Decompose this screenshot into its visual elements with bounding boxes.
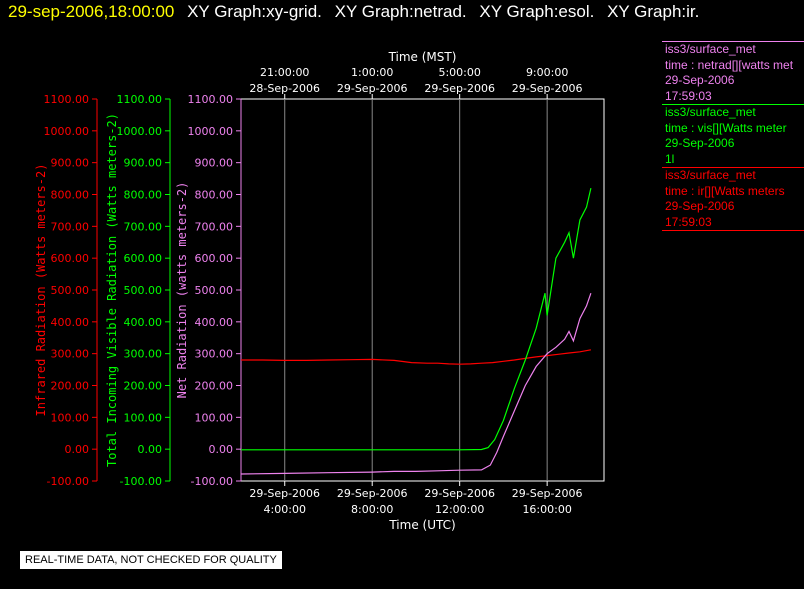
legend-entry-netrad[interactable]: iss3/surface_met time : netrad[][watts m… — [662, 41, 804, 104]
legend-time: 17:59:03 — [665, 214, 712, 229]
y-tick-label: 100.00 — [124, 411, 163, 424]
y-tick-label: 0.00 — [65, 443, 90, 456]
x-tick-label-date: 29-Sep-2006 — [337, 487, 408, 500]
graph-name-esol[interactable]: XY Graph:esol. — [479, 2, 595, 21]
graph-name-ir[interactable]: XY Graph:ir. — [607, 2, 700, 21]
y-tick-label: 200.00 — [51, 380, 90, 393]
y-tick-label: -100.00 — [47, 475, 89, 488]
y-tick-label: 500.00 — [51, 284, 90, 297]
y-axis-label: Net Radiation (watts meters-2) — [175, 182, 189, 399]
y-tick-label: 900.00 — [124, 157, 163, 170]
y-tick-label: -100.00 — [120, 475, 162, 488]
timestamp: 29-sep-2006,18:00:00 — [8, 2, 175, 21]
y-tick-label: 400.00 — [124, 316, 163, 329]
top-tick-label-date: 29-Sep-2006 — [424, 82, 495, 95]
y-tick-label: 700.00 — [51, 220, 90, 233]
y-tick-label: 1100.00 — [117, 93, 163, 106]
top-tick-label-date: 29-Sep-2006 — [337, 82, 408, 95]
legend-title: iss3/surface_met — [665, 105, 756, 119]
y-tick-label: 1000.00 — [188, 125, 234, 138]
quality-note: REAL-TIME DATA, NOT CHECKED FOR QUALITY — [20, 551, 282, 569]
legend-variable: time : ir[][Watts meters — [665, 183, 785, 198]
y-tick-label: 400.00 — [51, 316, 90, 329]
legend: iss3/surface_met time : netrad[][watts m… — [662, 41, 804, 231]
x-tick-label-date: 29-Sep-2006 — [424, 487, 495, 500]
series-line-ir — [241, 349, 592, 365]
x-tick-label-time: 8:00:00 — [351, 503, 393, 516]
top-tick-label-time: 5:00:00 — [438, 66, 480, 79]
y-tick-label: -100.00 — [191, 475, 233, 488]
y-tick-label: 500.00 — [195, 284, 234, 297]
y-tick-label: 100.00 — [195, 411, 234, 424]
series-line-netrad — [240, 293, 592, 475]
legend-date: 29-Sep-2006 — [665, 199, 735, 213]
legend-entry-vis[interactable]: iss3/surface_met time : vis[][Watts mete… — [662, 104, 804, 167]
y-tick-label: 100.00 — [51, 411, 90, 424]
x-tick-label-time: 12:00:00 — [435, 503, 484, 516]
y-tick-label: 800.00 — [124, 189, 163, 202]
y-axis-label: Total Incoming Visible Radiation (Watts … — [105, 113, 119, 467]
series-line-vis — [241, 187, 592, 451]
y-tick-label: 1000.00 — [44, 125, 90, 138]
y-tick-label: 200.00 — [124, 380, 163, 393]
x-tick-label-date: 29-Sep-2006 — [512, 487, 583, 500]
x-tick-label-time: 4:00:00 — [264, 503, 306, 516]
y-tick-label: 600.00 — [51, 252, 90, 265]
legend-entry-ir[interactable]: iss3/surface_met time : ir[][Watts meter… — [662, 167, 804, 231]
y-tick-label: 1100.00 — [188, 93, 234, 106]
top-axis-label: Time (MST) — [388, 50, 457, 64]
legend-title: iss3/surface_met — [665, 168, 756, 182]
x-tick-label-date: 29-Sep-2006 — [249, 487, 320, 500]
legend-time: 17:59:03 — [665, 88, 712, 103]
graph-name-netrad[interactable]: XY Graph:netrad. — [334, 2, 467, 21]
y-tick-label: 500.00 — [124, 284, 163, 297]
y-tick-label: 600.00 — [124, 252, 163, 265]
legend-title: iss3/surface_met — [665, 42, 756, 56]
x-axis-label: Time (UTC) — [388, 518, 455, 532]
legend-variable: time : netrad[][watts met — [665, 57, 794, 72]
top-tick-label-time: 21:00:00 — [260, 66, 309, 79]
y-tick-label: 700.00 — [124, 220, 163, 233]
top-tick-label-date: 28-Sep-2006 — [249, 82, 320, 95]
y-tick-label: 300.00 — [51, 348, 90, 361]
legend-date: 29-Sep-2006 — [665, 73, 735, 87]
legend-variable: time : vis[][Watts meter — [665, 120, 787, 135]
top-tick-label-date: 29-Sep-2006 — [512, 82, 583, 95]
x-tick-label-time: 16:00:00 — [522, 503, 571, 516]
y-tick-label: 400.00 — [195, 316, 234, 329]
y-tick-label: 1000.00 — [117, 125, 163, 138]
legend-date: 29-Sep-2006 — [665, 136, 735, 150]
y-tick-label: 700.00 — [195, 220, 234, 233]
legend-time: 1l — [665, 151, 675, 166]
y-tick-label: 900.00 — [195, 157, 234, 170]
graph-name-xy-grid[interactable]: XY Graph:xy-grid. — [187, 2, 322, 21]
top-tick-label-time: 1:00:00 — [351, 66, 393, 79]
y-tick-label: 900.00 — [51, 157, 90, 170]
y-tick-label: 300.00 — [195, 348, 234, 361]
y-tick-label: 200.00 — [195, 380, 234, 393]
y-tick-label: 800.00 — [51, 189, 90, 202]
y-tick-label: 0.00 — [209, 443, 234, 456]
graph-header: 29-sep-2006,18:00:00 XY Graph:xy-grid. X… — [8, 2, 699, 22]
y-tick-label: 600.00 — [195, 252, 234, 265]
y-tick-label: 800.00 — [195, 189, 234, 202]
y-tick-label: 0.00 — [138, 443, 163, 456]
top-tick-label-time: 9:00:00 — [526, 66, 568, 79]
y-axis-label: Infrared Radiation (Watts meters-2) — [34, 164, 48, 417]
plot-frame — [240, 98, 605, 482]
y-tick-label: 1100.00 — [44, 93, 90, 106]
y-tick-label: 300.00 — [124, 348, 163, 361]
